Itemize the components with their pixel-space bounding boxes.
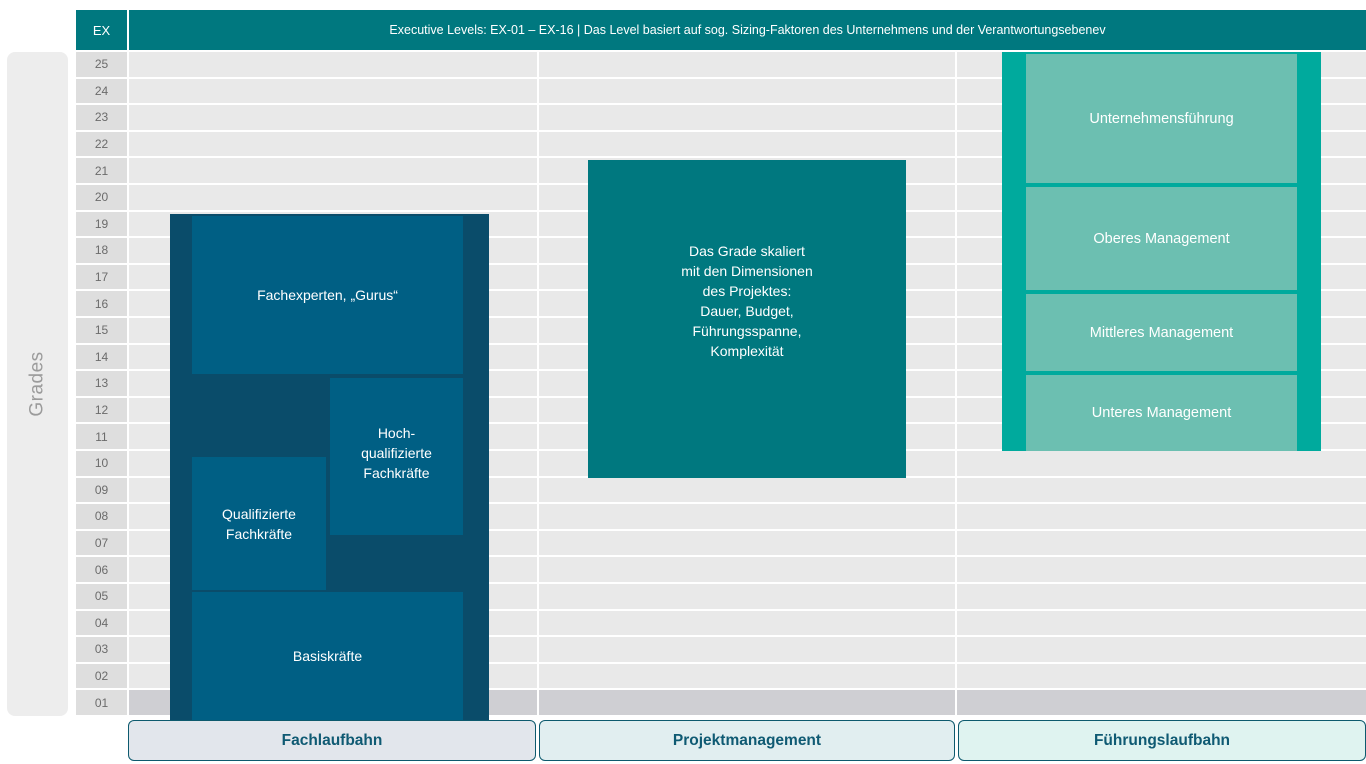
grade-number: 05: [76, 584, 127, 609]
unternehmensfuehrung-box: Unternehmensführung: [1026, 54, 1297, 183]
grade-number: 18: [76, 238, 127, 263]
grade-number: 25: [76, 52, 127, 77]
grade-number: 10: [76, 451, 127, 476]
grade-number: 16: [76, 291, 127, 316]
basiskraefte-box: Basiskräfte: [192, 592, 463, 720]
grade-number: 14: [76, 344, 127, 370]
career-tab-fachlaufbahn: Fachlaufbahn: [128, 720, 536, 761]
grade-number: 17: [76, 264, 127, 290]
qualifizierte-fachkraefte-box: Qualifizierte Fachkräfte: [192, 457, 326, 590]
grade-number: 11: [76, 424, 127, 449]
grade-number: 24: [76, 78, 127, 104]
career-tab-fuehrungslaufbahn: Führungslaufbahn: [958, 720, 1366, 761]
grade-number: 19: [76, 211, 127, 237]
grade-number: 13: [76, 371, 127, 396]
grade-number: 15: [76, 318, 127, 343]
grade-number: 23: [76, 105, 127, 130]
grade-number: 09: [76, 477, 127, 503]
unteres-management-box: Unteres Management: [1026, 375, 1297, 451]
mittleres-management-box: Mittleres Management: [1026, 294, 1297, 371]
grade-number: 12: [76, 397, 127, 423]
fachexperten-box: Fachexperten, „Gurus“: [192, 216, 463, 374]
grade-number: 21: [76, 158, 127, 183]
projekt-description-box: Das Grade skaliert mit den Dimensionen d…: [588, 160, 906, 478]
hochqualifizierte-fachkraefte-box: Hoch- qualifizierte Fachkräfte: [330, 378, 463, 535]
grade-number: 01: [76, 690, 127, 715]
column-divider: [955, 52, 957, 718]
grade-number: 06: [76, 557, 127, 582]
grade-number: 20: [76, 185, 127, 210]
executive-levels-header: Executive Levels: EX-01 – EX-16 | Das Le…: [129, 10, 1366, 50]
career-tab-projektmanagement: Projektmanagement: [539, 720, 955, 761]
column-divider: [537, 52, 539, 718]
grades-axis-label: Grades: [26, 351, 48, 417]
grade-number: 03: [76, 637, 127, 662]
grades-axis-panel: [7, 52, 68, 716]
grade-number: 04: [76, 610, 127, 636]
projekt-description-text: Das Grade skaliert mit den Dimensionen d…: [681, 243, 813, 359]
oberes-management-box: Oberes Management: [1026, 187, 1297, 290]
grade-number: 08: [76, 504, 127, 529]
grade-number: 07: [76, 530, 127, 556]
ex-header-cell: EX: [76, 10, 127, 50]
grade-number: 22: [76, 131, 127, 157]
grade-number: 02: [76, 663, 127, 689]
